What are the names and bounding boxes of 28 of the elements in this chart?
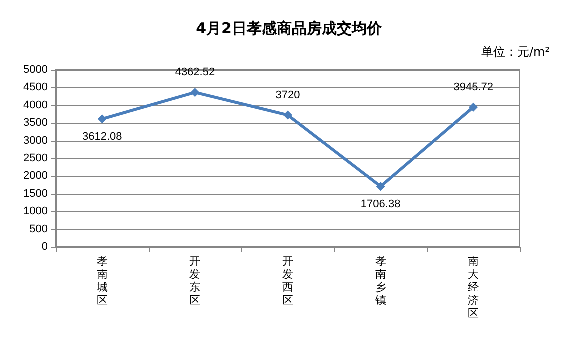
y-tick-label: 3000 — [24, 134, 48, 147]
point — [190, 88, 200, 98]
y-tick-label: 500 — [30, 223, 48, 236]
data-label: 3945.72 — [454, 81, 494, 94]
text: 单位：元/m² — [481, 45, 550, 59]
y-tick-label: 0 — [42, 241, 48, 253]
x-tick-label: 孝南乡镇 — [374, 255, 386, 307]
y-tick-label: 4000 — [24, 99, 48, 112]
chart-title: 4月2日孝感商品房成交均价 — [196, 20, 383, 38]
y-tick-label: 1000 — [24, 206, 48, 218]
x-tick-label: 南大经济区 — [468, 255, 480, 320]
point — [469, 102, 478, 112]
x-tick-label: 开发西区 — [282, 255, 294, 307]
data-label: 4362.52 — [175, 66, 216, 79]
point — [284, 110, 292, 120]
data-label: 3720 — [276, 89, 300, 102]
y-tick-label: 2000 — [24, 170, 48, 182]
point — [376, 182, 386, 192]
y-tick-label: 5000 — [24, 64, 48, 76]
data-label: 3612.08 — [82, 131, 122, 144]
y-tick-label: 2500 — [24, 152, 48, 164]
x-tick-label: 孝南城区 — [96, 255, 108, 307]
y-tick-label: 4500 — [24, 82, 48, 94]
x-tick-label: 开发东区 — [190, 255, 201, 307]
y-tick-label: 3500 — [24, 117, 48, 130]
data-label: 1706.38 — [360, 198, 401, 211]
y-tick-label: 1500 — [24, 188, 48, 200]
point — [98, 114, 107, 124]
